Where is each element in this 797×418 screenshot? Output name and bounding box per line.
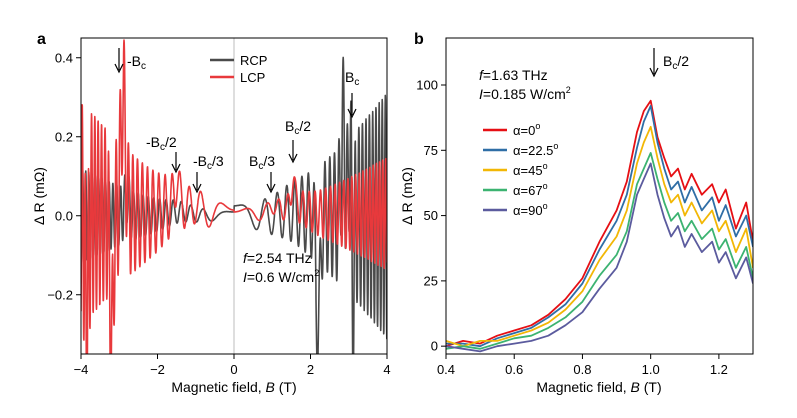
legend-label-alpha-67: α=67o — [513, 181, 548, 198]
x-tick-label: 1.2 — [710, 362, 728, 377]
panel-a: a −4 −2 0 2 4 −0.2 0.0 0.2 0.4 Magnetic field, … — [31, 31, 391, 395]
panel-b-frame — [445, 37, 754, 355]
legend-label-alpha-90: α=90o — [513, 201, 548, 218]
x-tick-label: 4 — [383, 362, 390, 377]
x-tick-label: 2 — [307, 362, 314, 377]
annotation-minus-bc-third-label: -Bc/3 — [193, 153, 224, 172]
y-tick-label: −0.2 — [47, 287, 73, 302]
annotation-bc: Bc — [345, 69, 359, 119]
annotation-minus-bc: -Bc — [114, 48, 146, 74]
x-tick-label: 0.8 — [573, 362, 591, 377]
x-tick-label: 0.6 — [505, 362, 523, 377]
panel-a-params: f=2.54 THz I=0.6 W/cm2 — [243, 250, 319, 285]
arrowhead-minus-bc-half — [171, 163, 181, 174]
panel-b-annotation-bc-half-label: Bc/2 — [663, 53, 689, 72]
panel-a-frequency: f=2.54 THz — [243, 250, 312, 266]
legend-label-rcp: RCP — [240, 53, 267, 68]
y-tick-label: 0.0 — [55, 208, 73, 223]
x-tick-label: 0 — [230, 362, 237, 377]
series-line-alpha-2 — [446, 125, 753, 348]
legend-item-alpha-67: α=67o — [483, 181, 548, 198]
annotation-minus-bc-half-label: -Bc/2 — [146, 134, 177, 153]
panel-b-x-axis-label: Magnetic field, B (T) — [536, 379, 661, 395]
panel-b-series — [446, 99, 753, 353]
x-tick-label: −4 — [74, 362, 89, 377]
series-line-alpha-1 — [446, 105, 753, 348]
panel-b-annotation-bc-half: Bc/2 — [649, 48, 689, 78]
legend-item-alpha-90: α=90o — [483, 201, 548, 218]
series-line-lcp — [81, 39, 387, 354]
legend-label-alpha-0: α=0o — [513, 121, 540, 138]
panel-b-legend: α=0o α=22.5o α=45o α=67o α=90o — [483, 121, 558, 218]
arrowhead-bc-third — [266, 183, 276, 194]
panel-b-y-ticks: 0 25 50 75 100 — [416, 78, 446, 354]
annotation-bc-third-label: Bc/3 — [249, 153, 275, 172]
legend-label-alpha-45: α=45o — [513, 161, 548, 178]
series-line-alpha-4 — [446, 162, 753, 353]
panel-a-intensity: I=0.6 W/cm2 — [243, 268, 319, 285]
annotation-bc-label: Bc — [345, 69, 359, 88]
arrowhead-bc — [347, 108, 357, 119]
legend-label-alpha-22-5: α=22.5o — [513, 141, 558, 158]
annotation-bc-third: Bc/3 — [249, 153, 276, 194]
annotation-bc-half: Bc/2 — [285, 118, 311, 164]
panel-b-x-ticks: 0.4 0.6 0.8 1.0 1.2 — [437, 354, 728, 377]
series-line-alpha-3 — [446, 152, 753, 350]
series-line-alpha-0 — [446, 99, 753, 348]
y-tick-label: 50 — [424, 208, 438, 223]
y-tick-label: 25 — [424, 273, 438, 288]
panel-a-x-ticks: −4 −2 0 2 4 — [74, 354, 391, 377]
x-tick-label: 0.4 — [437, 362, 455, 377]
panel-b-frequency: f=1.63 THz — [479, 67, 548, 83]
annotation-minus-bc-half: -Bc/2 — [146, 134, 181, 174]
panel-b-params: f=1.63 THz I=0.185 W/cm2 — [479, 67, 571, 102]
arrowhead-bc-half — [288, 153, 298, 164]
y-tick-label: 100 — [416, 78, 438, 93]
panel-a-y-axis-label: Δ R (mΩ) — [31, 167, 47, 225]
y-tick-label: 0.4 — [55, 50, 73, 65]
panel-a-letter: a — [37, 31, 46, 48]
legend-item-alpha-0: α=0o — [483, 121, 540, 138]
arrowhead-minus-bc-third — [192, 183, 202, 194]
legend-item-alpha-22-5: α=22.5o — [483, 141, 558, 158]
panel-b-y-axis-label: Δ R (mΩ) — [399, 167, 415, 225]
panel-b-intensity: I=0.185 W/cm2 — [479, 85, 571, 102]
legend-label-lcp: LCP — [240, 70, 265, 85]
arrowhead-minus-bc — [114, 63, 124, 74]
panel-a-y-ticks: −0.2 0.0 0.2 0.4 — [47, 50, 81, 302]
y-tick-label: 0.2 — [55, 129, 73, 144]
y-tick-label: 75 — [424, 143, 438, 158]
panel-a-annotations: -Bc -Bc/2 -Bc/3 Bc/3 Bc/2 — [114, 48, 359, 194]
legend-item-alpha-45: α=45o — [483, 161, 548, 178]
annotation-minus-bc-third: -Bc/3 — [192, 153, 224, 194]
panel-a-x-axis-label: Magnetic field, B (T) — [171, 379, 296, 395]
x-tick-label: 1.0 — [642, 362, 660, 377]
annotation-minus-bc-label: -Bc — [127, 53, 146, 72]
panel-a-legend: RCP LCP — [210, 53, 267, 85]
panel-b-arrowhead-bc-half — [649, 67, 659, 78]
y-tick-label: 0 — [431, 339, 438, 354]
panel-b: b 0.4 0.6 0.8 1.0 1.2 0 25 50 75 100 Magnetic fi… — [399, 31, 754, 395]
annotation-bc-half-label: Bc/2 — [285, 118, 311, 137]
panel-b-letter: b — [414, 31, 424, 48]
x-tick-label: −2 — [150, 362, 165, 377]
panel-a-series — [81, 39, 387, 354]
